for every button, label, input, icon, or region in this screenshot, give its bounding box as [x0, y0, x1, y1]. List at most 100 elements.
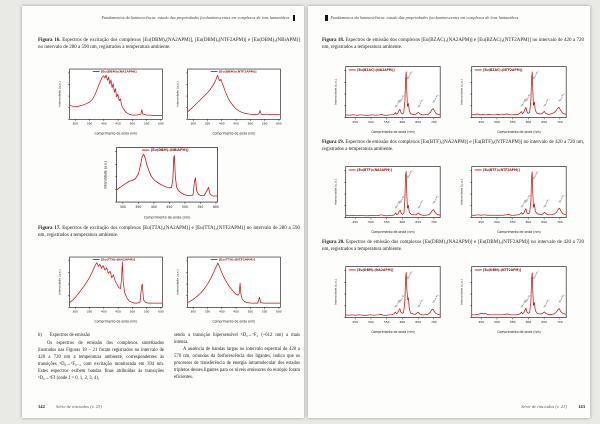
svg-text:⁵D₀→⁷F₃: ⁵D₀→⁷F₃ — [542, 298, 550, 308]
svg-text:Intensidade (u.a.): Intensidade (u.a.) — [459, 179, 463, 205]
svg-text:Intensidade (u.a.): Intensidade (u.a.) — [175, 269, 179, 295]
svg-text:Comprimento de onda (nm): Comprimento de onda (nm) — [371, 330, 415, 334]
svg-text:Comprimento de onda (nm): Comprimento de onda (nm) — [144, 215, 191, 219]
header-bar-icon — [292, 15, 295, 22]
svg-text:⁵D₀→⁷F₁: ⁵D₀→⁷F₁ — [398, 195, 406, 205]
svg-text:550: 550 — [384, 320, 390, 324]
running-head-right: Fundamentos da luminescência: estudo das… — [322, 15, 584, 22]
svg-text:500: 500 — [248, 310, 254, 314]
svg-text:500: 500 — [368, 120, 374, 124]
svg-text:[Eu(BTF)₃(NA2APM)]: [Eu(BTF)₃(NA2APM)] — [357, 168, 393, 172]
svg-text:400: 400 — [101, 310, 107, 314]
svg-text:550: 550 — [144, 310, 150, 314]
emission-chart-eu-btf-na2apm: 450 500 550 600 650 700 Comprimento de onda (n… — [332, 158, 450, 236]
section-title: Espectros de emissão — [49, 333, 90, 338]
emission-chart-eu-bzac-ntf2apm: 450 500 550 600 650 700 Comprimento de onda (n… — [458, 58, 576, 136]
svg-text:⁵D₀→⁷F₂: ⁵D₀→⁷F₂ — [405, 270, 413, 280]
svg-text:[Eu(BTF)₃(NTF2APM)]: [Eu(BTF)₃(NTF2APM)] — [483, 168, 520, 172]
svg-text:300: 300 — [72, 122, 78, 126]
svg-text:450: 450 — [166, 205, 172, 209]
excitation-chart-eu-dbm-na2apm: 300 350 400 450 500 550 600 Comprimento de onda… — [56, 60, 172, 138]
svg-text:600: 600 — [276, 122, 282, 126]
spectrum-plot: 450 500 550 600 650 700 Comprimento de onda (n… — [333, 266, 441, 334]
svg-text:⁵D₀→⁷F₄: ⁵D₀→⁷F₄ — [557, 194, 565, 204]
svg-text:⁵D₀→⁷F₀: ⁵D₀→⁷F₀ — [393, 199, 401, 209]
svg-text:⁵D₀→⁷F₂: ⁵D₀→⁷F₂ — [531, 270, 539, 280]
figure18-label: Figura 18. — [322, 38, 345, 43]
svg-text:600: 600 — [158, 122, 164, 126]
running-head-text: Fundamentos da luminescência: estudo das… — [330, 15, 519, 20]
running-head-left: Fundamentos da luminescência: estudo das… — [38, 15, 298, 22]
svg-text:700: 700 — [557, 220, 563, 224]
svg-text:700: 700 — [431, 120, 437, 124]
figure16-caption: Figura 16. Espectros de excitação dos co… — [38, 38, 300, 51]
svg-text:Intensidade (u.a.): Intensidade (u.a.) — [459, 279, 463, 305]
svg-text:450: 450 — [233, 310, 239, 314]
svg-text:550: 550 — [510, 320, 516, 324]
svg-text:300: 300 — [190, 310, 196, 314]
figure19-text: Espectros de emissão dos complexos [Eu(B… — [322, 140, 585, 152]
svg-text:700: 700 — [431, 220, 437, 224]
svg-text:400: 400 — [219, 122, 225, 126]
figure18-text: Espectros de emissão dos complexos [Eu(B… — [322, 38, 585, 50]
svg-text:⁵D₀→⁷F₃: ⁵D₀→⁷F₃ — [416, 199, 424, 209]
svg-text:⁵D₀→⁷F₂: ⁵D₀→⁷F₂ — [405, 70, 413, 80]
svg-text:[Eu(DBM)₃(NA2APM)]: [Eu(DBM)₃(NA2APM)] — [101, 69, 137, 73]
svg-text:450: 450 — [233, 122, 239, 126]
excitation-chart-eu-dbm-ntf2apm: 300 350 400 450 500 550 600 Comprimento de onda… — [174, 60, 290, 138]
svg-text:500: 500 — [368, 220, 374, 224]
footer-left: 142 Série de iniciados (v. 23) — [38, 404, 102, 409]
svg-text:600: 600 — [400, 120, 406, 124]
svg-text:[Eu(DBM)₃(NA2APM)]: [Eu(DBM)₃(NA2APM)] — [357, 268, 394, 272]
page-right: Fundamentos da luminescência: estudo das… — [308, 6, 590, 418]
svg-text:450: 450 — [352, 120, 358, 124]
svg-text:[Eu(BZAC)₃(NTF2APM)]: [Eu(BZAC)₃(NTF2APM)] — [483, 68, 523, 72]
svg-text:Intensidade (u.a.): Intensidade (u.a.) — [175, 81, 179, 107]
svg-text:[Eu(TTA)₃(NA2APM)]: [Eu(TTA)₃(NA2APM)] — [101, 257, 136, 261]
header-bar-icon — [325, 15, 328, 22]
svg-text:Intensidade (u.a.): Intensidade (u.a.) — [333, 179, 337, 205]
svg-text:650: 650 — [541, 120, 547, 124]
section-marker: b) — [38, 333, 42, 338]
svg-text:Comprimento de onda (nm): Comprimento de onda (nm) — [213, 131, 256, 135]
svg-text:300: 300 — [120, 205, 126, 209]
running-head-text: Fundamentos da luminescência: estudo das… — [101, 15, 290, 20]
svg-text:[Eu(DBM)₃(NTF2APM)]: [Eu(DBM)₃(NTF2APM)] — [483, 268, 522, 272]
svg-text:Comprimento de onda (nm): Comprimento de onda (nm) — [497, 330, 541, 334]
svg-text:500: 500 — [494, 220, 500, 224]
svg-text:⁵D₀→⁷F₀: ⁵D₀→⁷F₀ — [519, 97, 527, 107]
svg-text:500: 500 — [368, 320, 374, 324]
figure16-label: Figura 16. — [38, 38, 61, 43]
svg-text:Comprimento de onda (nm): Comprimento de onda (nm) — [95, 319, 138, 323]
svg-text:[Eu(DBM)₃(NBiAPM)]: [Eu(DBM)₃(NBiAPM)] — [151, 148, 189, 152]
svg-text:⁵D₀→⁷F₄: ⁵D₀→⁷F₄ — [431, 94, 439, 104]
svg-text:[Eu(BZAC)₃(NA2APM)]: [Eu(BZAC)₃(NA2APM)] — [357, 68, 395, 72]
svg-text:Intensidade (u.a.): Intensidade (u.a.) — [104, 161, 108, 189]
svg-text:600: 600 — [158, 310, 164, 314]
svg-text:Intensidade (u.a.): Intensidade (u.a.) — [333, 79, 337, 105]
svg-text:Comprimento de onda (nm): Comprimento de onda (nm) — [213, 319, 256, 323]
svg-text:Intensidade (u.a.): Intensidade (u.a.) — [57, 269, 61, 295]
figure16-text: Espectros de excitação dos complexos [Eu… — [38, 38, 300, 50]
svg-text:600: 600 — [213, 205, 219, 209]
footer-right: Série de iniciados (v. 23) 143 — [322, 404, 585, 409]
svg-text:650: 650 — [415, 120, 421, 124]
svg-text:550: 550 — [262, 310, 268, 314]
svg-text:⁵D₀→⁷F₀: ⁵D₀→⁷F₀ — [393, 98, 401, 108]
spectrum-plot: 300 350 400 450 500 550 600 Comprimento de onda… — [175, 68, 282, 135]
figure17-caption: Figura 17. Espectros de excitação dos co… — [38, 226, 300, 239]
svg-text:Comprimento de onda (nm): Comprimento de onda (nm) — [371, 130, 415, 134]
svg-text:600: 600 — [400, 320, 406, 324]
svg-text:450: 450 — [352, 320, 358, 324]
svg-text:[Eu(TTA)₃(NTF2APM)]: [Eu(TTA)₃(NTF2APM)] — [219, 257, 256, 261]
svg-text:450: 450 — [115, 122, 121, 126]
svg-text:700: 700 — [557, 320, 563, 324]
svg-text:650: 650 — [541, 320, 547, 324]
svg-text:⁵D₀→⁷F₁: ⁵D₀→⁷F₁ — [398, 294, 406, 304]
body-paragraph-2: sendo a transição hipersensível ⁵D₀→⁷F₂ … — [174, 333, 300, 346]
svg-text:⁵D₀→⁷F₄: ⁵D₀→⁷F₄ — [557, 294, 565, 304]
spectrum-plot: 300 350 400 450 500 550 600 Comprimento de onda… — [175, 256, 282, 323]
svg-text:400: 400 — [151, 205, 157, 209]
svg-text:700: 700 — [557, 120, 563, 124]
body-paragraph-1: Os espectros de emissão dos complexos si… — [38, 341, 164, 382]
